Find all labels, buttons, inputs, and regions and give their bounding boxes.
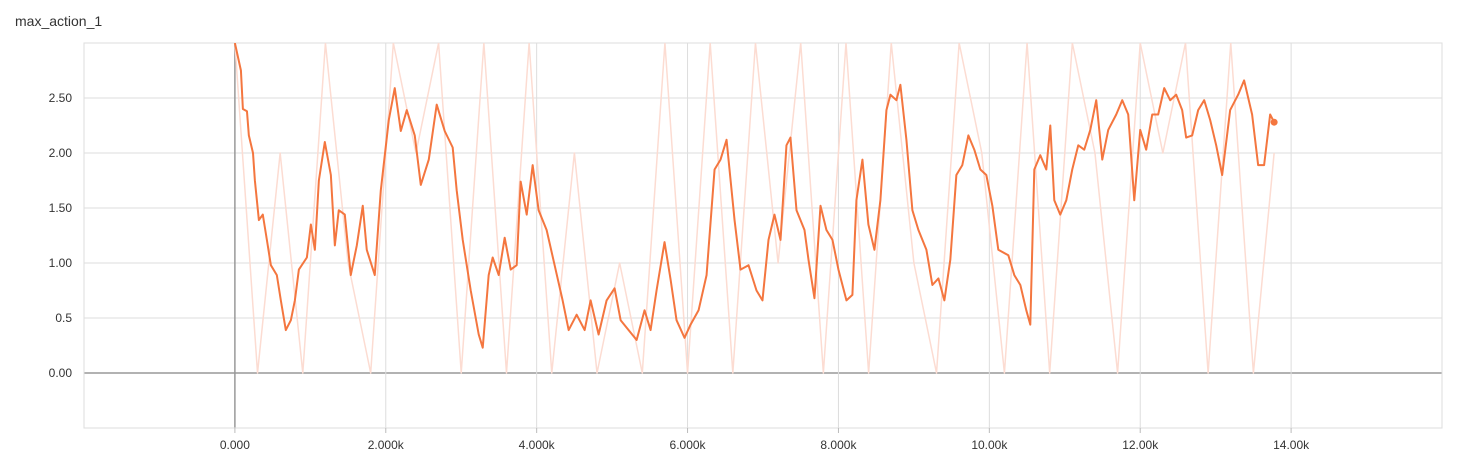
x-tick-label: 14.00k	[1273, 438, 1310, 452]
last-point	[1270, 118, 1278, 126]
series-line	[233, 43, 1276, 349]
x-tick-label: 12.00k	[1122, 438, 1159, 452]
y-tick-label: 2.50	[49, 91, 73, 105]
y-tick-label: 0.5	[55, 311, 72, 325]
y-tick-label: 2.00	[49, 146, 73, 160]
tick-labels: 0.00 0.5 1.00 1.50 2.00 2.50 0.000 2.000k 4.000k…	[49, 91, 1310, 452]
plot-area	[233, 43, 1278, 374]
y-tick-label: 1.50	[49, 201, 73, 215]
y-tick-label: 0.00	[49, 366, 73, 380]
x-tick-label: 0.000	[220, 438, 250, 452]
grid	[84, 43, 1442, 428]
x-tick-label: 8.000k	[820, 438, 857, 452]
x-tick-label: 2.000k	[368, 438, 405, 452]
x-tick-label: 4.000k	[519, 438, 556, 452]
chart-title: max_action_1	[15, 13, 102, 29]
y-tick-label: 1.00	[49, 256, 73, 270]
x-tick-label: 6.000k	[670, 438, 707, 452]
plot-frame	[83, 42, 1443, 429]
x-tick-label: 10.00k	[971, 438, 1008, 452]
